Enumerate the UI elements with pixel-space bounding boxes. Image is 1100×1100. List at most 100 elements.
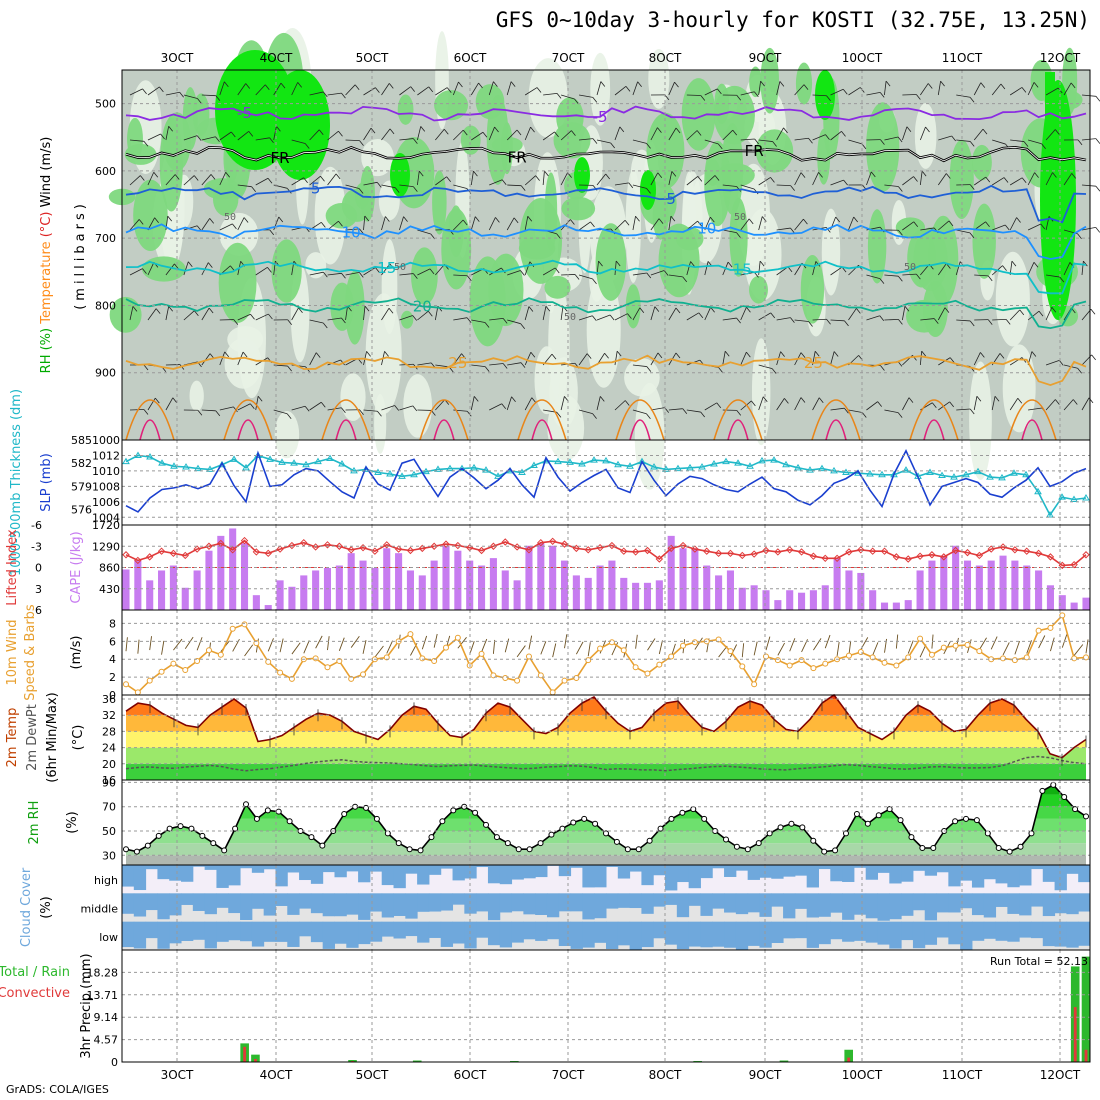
cloud-cell-middle xyxy=(381,893,395,918)
surface-wind-barb xyxy=(990,636,998,650)
wind-speed-point xyxy=(857,649,864,656)
cloud-axis-label-group: Cloud Cover xyxy=(19,867,34,947)
wind-speed-point xyxy=(324,664,331,671)
rh2m-point xyxy=(843,830,849,837)
temp-band xyxy=(126,695,1086,700)
wind-barb xyxy=(614,313,628,321)
rh-dry-area xyxy=(547,395,585,461)
wind-barb xyxy=(470,396,475,411)
thickness-point xyxy=(398,472,406,479)
wind-barb xyxy=(776,398,785,411)
wind-barb xyxy=(686,312,700,321)
wind-barb-flag xyxy=(359,140,364,146)
rh2m-point xyxy=(504,840,511,847)
wind-barb-flag xyxy=(466,317,472,323)
surface-wind-barb xyxy=(279,638,284,653)
temp-tick-label: 28 xyxy=(102,725,116,738)
cape-bar xyxy=(715,575,723,610)
wind-barb-flag xyxy=(233,406,238,413)
isotherm-label: 15 xyxy=(733,261,752,279)
cloud-cell-middle xyxy=(251,893,265,909)
lifted-index-point xyxy=(323,541,332,549)
thickness-point xyxy=(374,468,382,475)
wind-barb xyxy=(560,130,572,141)
cloud-cell-low xyxy=(322,921,335,949)
surface-wind-barb xyxy=(907,640,914,654)
rh-moist-area xyxy=(182,87,198,151)
thickness-point xyxy=(338,459,346,467)
wind-barb xyxy=(812,134,826,141)
wind-barb xyxy=(327,130,339,141)
wind-barb xyxy=(237,313,251,321)
wind-barb-flag xyxy=(1095,185,1100,192)
wind-barb-flag xyxy=(197,98,202,104)
rh2m-point xyxy=(319,842,326,849)
wind-barb-flag xyxy=(143,364,149,371)
wind-barb-flag xyxy=(510,81,516,87)
wind-barb xyxy=(291,307,299,321)
wind-barb xyxy=(1027,310,1040,321)
rh-label: 50 xyxy=(904,262,916,273)
surface-wind-barb xyxy=(196,637,203,651)
wind-barb-flag xyxy=(761,216,767,222)
wind-barb-flag xyxy=(771,368,777,374)
wind-barb xyxy=(327,272,342,276)
cloud-cell-middle xyxy=(724,893,737,913)
wind-barb-flag xyxy=(501,403,507,409)
cloud-cell-middle xyxy=(830,893,843,913)
wind-barb-flag xyxy=(969,184,975,190)
wind-speed-point xyxy=(1071,655,1078,662)
cloud-cell-low xyxy=(192,921,206,940)
wind-barb-flag xyxy=(554,131,559,138)
wind-barb-flag xyxy=(1095,138,1100,144)
cape-tick-label: 430 xyxy=(99,583,120,596)
wind-barb-flag xyxy=(646,413,651,420)
wind-barb-flag xyxy=(625,86,631,92)
cloud-cell-high xyxy=(783,865,796,877)
lifted-index-point xyxy=(300,539,308,547)
cloud-cell-middle xyxy=(771,893,784,907)
lifted-index-point xyxy=(205,542,213,550)
wind-barb-flag xyxy=(418,170,424,177)
wind-barb-flag xyxy=(536,87,542,93)
wind-barb-flag xyxy=(196,135,202,141)
rh-saturated-area xyxy=(390,153,410,197)
bottom-date-label: 6OCT xyxy=(454,1068,487,1082)
cloud-cell-middle xyxy=(629,893,642,909)
wind-barb xyxy=(363,127,372,141)
wind-barb-flag xyxy=(551,353,557,360)
wind-barb xyxy=(740,184,755,190)
wind-barb xyxy=(399,315,413,321)
wind-speed-point xyxy=(229,625,236,632)
rh2m-point xyxy=(788,820,795,827)
wind-axis-label3: (m/s) xyxy=(69,636,84,670)
rh-tick-label: 30 xyxy=(102,849,116,862)
wind-barb xyxy=(740,138,755,141)
temp-tick-label: 20 xyxy=(102,758,116,771)
cloud-cell-middle xyxy=(1078,893,1091,912)
wind-barb-flag xyxy=(1077,368,1082,374)
cloud-cell-middle xyxy=(192,893,206,911)
wind-barb xyxy=(919,171,923,186)
cape-bar xyxy=(513,580,521,610)
dewpt-axis-label: 2m DewPt xyxy=(25,704,40,771)
wind-barb-flag xyxy=(160,133,165,140)
rh-dry-area xyxy=(548,284,570,402)
lifted-index-point xyxy=(454,541,462,550)
cape-axis-label-group: CAPE (J/kg) xyxy=(69,531,84,603)
thickness-point xyxy=(554,457,562,465)
wind-barb xyxy=(1063,399,1074,411)
wind-barb-flag xyxy=(535,175,540,181)
cloud-cell-low xyxy=(263,921,276,942)
surface-wind-barb xyxy=(1073,644,1084,656)
surface-wind-barb xyxy=(813,638,822,651)
temp-axis-label-group: 2m Temp xyxy=(5,708,20,768)
rh2m-point xyxy=(493,834,500,841)
rh-moist-area xyxy=(133,179,168,252)
wind-barb-flag xyxy=(675,307,681,314)
cloud-cell-high xyxy=(275,865,288,887)
wind-barb xyxy=(345,306,348,321)
wind-barb-flag xyxy=(1051,306,1057,313)
lifted-index-point xyxy=(252,548,261,556)
wind-barb xyxy=(830,88,844,96)
